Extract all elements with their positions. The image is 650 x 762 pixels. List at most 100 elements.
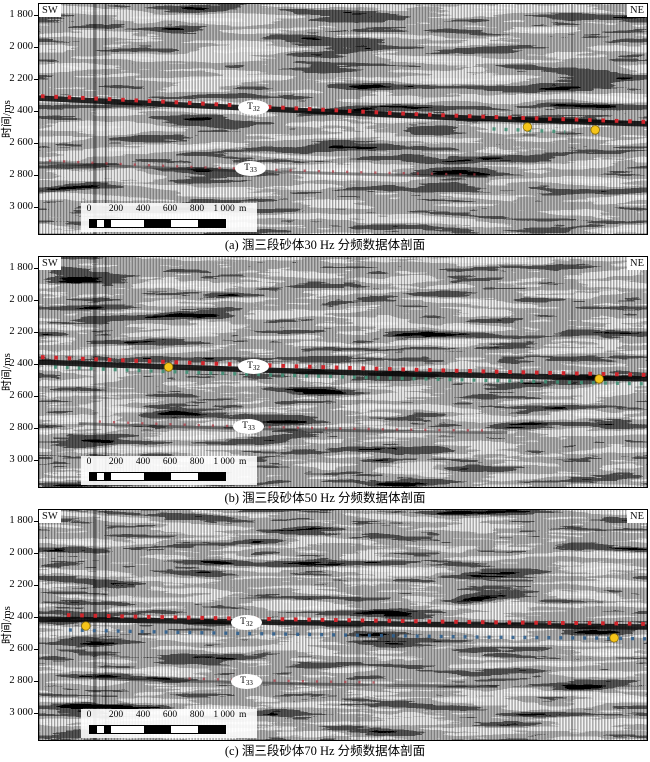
distance-scale-bar: 0 200 400 600 800 1 000 m: [81, 709, 257, 738]
scale-bar-segment: [144, 473, 171, 480]
horizon-label-T33: T33: [231, 674, 262, 689]
yellow-marker-2: [609, 633, 619, 643]
y-tick-label: 2 200: [9, 326, 33, 337]
y-tick-label: 2 200: [9, 73, 33, 84]
y-tick-label: 2 400: [9, 358, 33, 369]
scale-bar-rule: [89, 472, 226, 481]
scale-label: 800: [189, 710, 205, 720]
scale-bar-segment: [90, 220, 97, 227]
scale-label: 0: [86, 204, 92, 214]
y-tick-label: 3 000: [9, 201, 33, 212]
y-tick-mark: [34, 681, 38, 682]
panel-caption: (b) 涠三段砂体50 Hz 分频数据体剖面: [224, 491, 426, 505]
y-tick-label: 2 400: [9, 105, 33, 116]
y-tick-mark: [34, 364, 38, 365]
scale-bar-segment: [144, 220, 171, 227]
y-tick-label: 2 200: [9, 579, 33, 590]
scale-label: 200: [108, 710, 124, 720]
scale-label: 600: [162, 710, 178, 720]
y-tick-mark: [34, 15, 38, 16]
yellow-marker-2: [594, 374, 604, 384]
yellow-marker-2: [590, 125, 600, 135]
yellow-marker-1: [81, 621, 91, 631]
yellow-marker-1: [522, 122, 533, 132]
seismic-section: SW NE T32 T33 0 200 400 600 800 1 000 m: [38, 509, 648, 741]
horizon-label-T32: T32: [231, 615, 262, 630]
y-tick-mark: [34, 521, 38, 522]
y-tick-label: 2 400: [9, 611, 33, 622]
y-tick-label: 1 800: [9, 515, 33, 526]
orientation-label-sw: SW: [39, 510, 61, 523]
scale-unit: m: [239, 710, 247, 720]
scale-bar-rule: [89, 219, 226, 228]
y-tick-label: 2 800: [9, 169, 33, 180]
seismic-image: [39, 4, 647, 234]
scale-label: 400: [135, 457, 151, 467]
y-axis: 时间/ms 1 800 2 000 2 200 2 400 2 600 2 80…: [0, 256, 38, 488]
y-tick-label: 2 000: [9, 41, 33, 52]
scale-label: 800: [189, 204, 205, 214]
panel-2-body: 时间/ms 1 800 2 000 2 200 2 400 2 600 2 80…: [0, 509, 650, 741]
distance-scale-bar: 0 200 400 600 800 1 000 m: [81, 456, 257, 485]
y-tick-mark: [34, 713, 38, 714]
y-tick-label: 1 800: [9, 9, 33, 20]
y-tick-label: 2 800: [9, 675, 33, 686]
horizon-secondary-picks: [68, 628, 647, 641]
y-tick-mark: [34, 143, 38, 144]
seismic-section: SW NE T32 T33 0 200 400 600 800 1 000 m: [38, 3, 648, 235]
y-tick-mark: [34, 47, 38, 48]
y-axis: 时间/ms 1 800 2 000 2 200 2 400 2 600 2 80…: [0, 509, 38, 741]
horizon-T33-band: [98, 677, 498, 688]
horizon-label-T33: T33: [235, 161, 266, 176]
y-tick-mark: [34, 553, 38, 554]
scale-bar-segment: [103, 473, 111, 480]
orientation-label-ne: NE: [627, 257, 647, 270]
scale-label: 600: [162, 457, 178, 467]
scale-label: 400: [135, 710, 151, 720]
y-tick-mark: [34, 111, 38, 112]
y-tick-mark: [34, 585, 38, 586]
y-tick-label: 2 600: [9, 137, 33, 148]
scale-label: 0: [86, 710, 92, 720]
orientation-label-ne: NE: [627, 4, 647, 17]
scale-bar-segment: [198, 220, 225, 227]
y-tick-mark: [34, 79, 38, 80]
orientation-label-sw: SW: [39, 4, 61, 17]
horizon-secondary-picks: [53, 365, 647, 386]
y-tick-mark: [34, 268, 38, 269]
scale-bar-segment: [90, 726, 97, 733]
y-tick-mark: [34, 396, 38, 397]
y-tick-mark: [34, 649, 38, 650]
y-tick-mark: [34, 207, 38, 208]
scale-unit: m: [239, 204, 247, 214]
y-axis: 时间/ms 1 800 2 000 2 200 2 400 2 600 2 80…: [0, 3, 38, 235]
y-tick-mark: [34, 460, 38, 461]
horizon-T33-band: [78, 422, 508, 434]
y-tick-label: 2 800: [9, 422, 33, 433]
scale-bar-segment: [90, 473, 97, 480]
scale-bar-segment: [144, 726, 171, 733]
horizon-T32-band: [39, 359, 647, 382]
scale-label: 1 000: [213, 710, 235, 720]
panel-2: 时间/ms 1 800 2 000 2 200 2 400 2 600 2 80…: [0, 509, 650, 762]
panel-0-body: 时间/ms 1 800 2 000 2 200 2 400 2 600 2 80…: [0, 3, 650, 235]
y-tick-mark: [34, 617, 38, 618]
horizon-T32-picks: [40, 94, 647, 124]
horizon-T32-picks: [66, 613, 647, 626]
panel-caption: (c) 涠三段砂体70 Hz 分频数据体剖面: [224, 744, 426, 758]
y-tick-label: 2 600: [9, 390, 33, 401]
panel-0: 时间/ms 1 800 2 000 2 200 2 400 2 600 2 80…: [0, 3, 650, 256]
scale-unit: m: [239, 457, 247, 467]
horizon-label-T33: T33: [233, 419, 264, 434]
scale-label: 1 000: [213, 204, 235, 214]
y-tick-mark: [34, 332, 38, 333]
scale-label: 1 000: [213, 457, 235, 467]
scale-label: 200: [108, 204, 124, 214]
scale-label: 600: [162, 204, 178, 214]
y-tick-mark: [34, 428, 38, 429]
scale-label: 200: [108, 457, 124, 467]
scale-bar-segment: [198, 473, 225, 480]
y-tick-mark: [34, 300, 38, 301]
yellow-marker-1: [163, 362, 174, 372]
